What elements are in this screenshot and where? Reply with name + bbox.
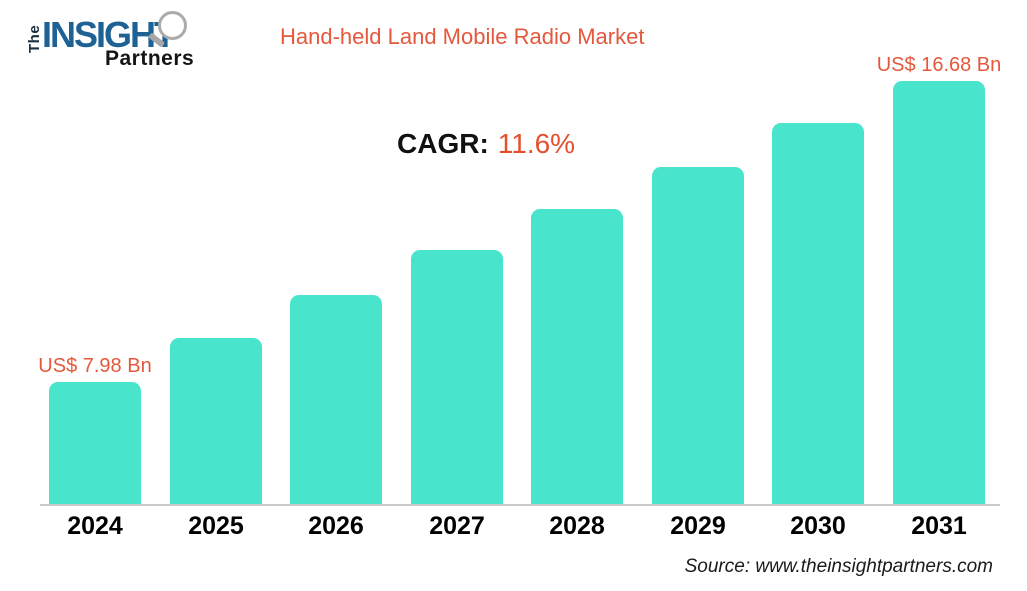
bar-value-label-2024: US$ 7.98 Bn [38, 355, 152, 377]
magnifier-icon [158, 11, 187, 40]
cagr-value: 11.6% [497, 128, 576, 159]
bar-2029 [652, 167, 744, 505]
x-tick-2025: 2025 [188, 512, 244, 540]
x-tick-2031: 2031 [911, 512, 967, 540]
bar-2025 [170, 338, 262, 505]
bar-value-label-2031: US$ 16.68 Bn [876, 54, 1002, 76]
logo-partners-text: Partners [105, 47, 195, 70]
source-credit: Source: www.theinsightpartners.com [684, 556, 993, 577]
x-axis-line [40, 504, 1000, 506]
page-title: Hand-held Land Mobile Radio Market [280, 24, 645, 49]
bar-2024 [49, 382, 141, 505]
x-tick-2024: 2024 [67, 512, 123, 540]
x-tick-2027: 2027 [429, 512, 485, 540]
bar-2030 [772, 123, 864, 505]
x-tick-2029: 2029 [670, 512, 726, 540]
cagr-label: CAGR: [397, 128, 489, 159]
insight-partners-logo: The INSIGHT Partners [0, 0, 200, 90]
cagr-annotation: CAGR: 11.6% [397, 128, 575, 160]
bar-2027 [411, 250, 503, 505]
x-tick-2030: 2030 [790, 512, 846, 540]
bar-2026 [290, 295, 382, 505]
x-tick-2026: 2026 [308, 512, 364, 540]
bar-2028 [531, 209, 623, 505]
logo-the-text: The [26, 24, 43, 53]
x-tick-2028: 2028 [549, 512, 605, 540]
bar-2031 [893, 81, 985, 505]
